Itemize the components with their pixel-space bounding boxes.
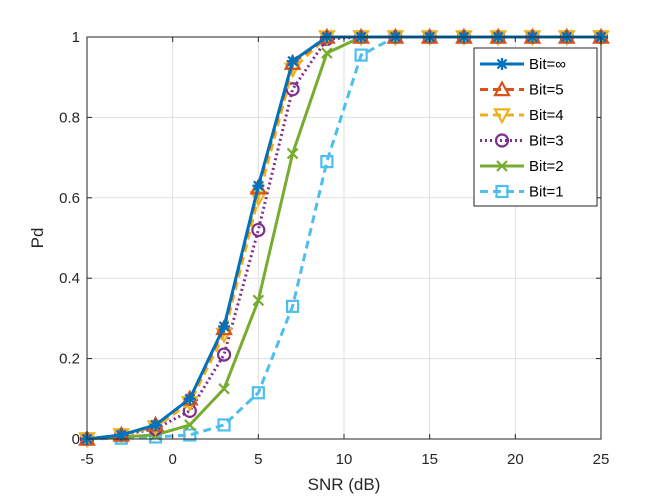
legend-entry: Bit=2 (480, 158, 564, 175)
x-tick-label: 25 (593, 451, 610, 468)
x-tick-label: 5 (254, 451, 262, 468)
data-point (321, 47, 333, 59)
y-tick-label: 0.6 (59, 190, 80, 207)
legend-marker (493, 80, 511, 97)
x-tick-label: 20 (507, 451, 524, 468)
data-point (252, 294, 265, 307)
y-axis-title: Pd (28, 228, 47, 249)
data-point (149, 418, 162, 431)
legend-marker (496, 160, 508, 172)
data-point (183, 428, 197, 442)
data-point (285, 82, 300, 97)
x-axis-title: SNR (dB) (308, 475, 381, 494)
data-point (283, 53, 302, 70)
legend-label: Bit=5 (529, 82, 564, 99)
y-tick-label: 1 (72, 29, 80, 46)
data-point (215, 319, 233, 336)
legend-marker (493, 108, 511, 125)
y-tick-label: 0.4 (59, 270, 80, 287)
legend-entry: Bit=4 (480, 107, 564, 125)
legend-label: Bit=∞ (529, 56, 566, 73)
data-point (217, 418, 231, 432)
data-point (184, 419, 196, 431)
data-point (249, 178, 268, 195)
x-tick-label: -5 (80, 451, 93, 468)
legend-entry: Bit=1 (480, 184, 564, 201)
data-point (216, 347, 232, 362)
legend-marker (496, 58, 508, 70)
data-point (286, 55, 299, 68)
legend-label: Bit=4 (529, 107, 564, 124)
y-tick-label: 0.2 (59, 351, 80, 368)
data-point (115, 428, 128, 441)
legend: Bit=∞ Bit=5 Bit=4 Bit=3 Bit=2 Bit=1 (473, 47, 598, 207)
data-point (354, 48, 368, 62)
legend-label: Bit=3 (529, 133, 564, 150)
data-point (286, 147, 299, 160)
x-tick-label: 10 (336, 451, 353, 468)
legend-label: Bit=1 (529, 184, 564, 201)
y-tick-label: 0 (72, 431, 80, 448)
data-point (286, 299, 300, 313)
legend-entry: Bit=∞ (480, 56, 566, 73)
legend-label: Bit=2 (529, 158, 564, 175)
data-point (252, 179, 265, 192)
data-point (183, 392, 196, 405)
y-tick-labels: 0 0.2 0.4 0.6 0.8 1 (59, 29, 80, 448)
legend-marker (495, 184, 509, 199)
legend-entry: Bit=5 (480, 80, 564, 99)
y-tick-label: 0.8 (59, 109, 80, 126)
x-tick-label: 15 (421, 451, 438, 468)
data-point (218, 320, 231, 333)
x-tick-labels: -5 0 5 10 15 20 25 (80, 451, 609, 468)
legend-marker (494, 133, 510, 148)
data-point (320, 155, 334, 169)
data-point (218, 382, 230, 395)
x-tick-label: 0 (168, 451, 176, 468)
legend-entry: Bit=3 (480, 133, 564, 150)
data-point (251, 222, 266, 238)
legend-box (473, 47, 598, 207)
data-point (251, 386, 265, 400)
